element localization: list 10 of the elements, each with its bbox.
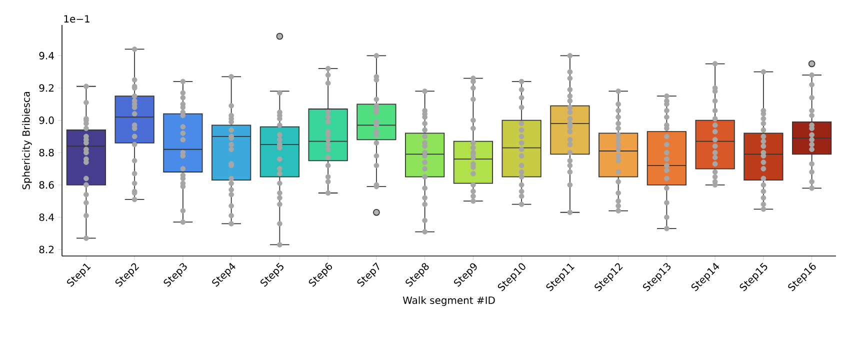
y-tick-label: 8.2 [39, 246, 54, 254]
y-axis-title: Sphericity Bribiesca [22, 92, 32, 190]
y-tick-label: 8.6 [39, 181, 54, 189]
text: 1e−1 [64, 15, 90, 23]
y-tick-label: 8.4 [39, 213, 54, 221]
y-tick-label: 9.0 [39, 116, 54, 124]
y-tick-label: 9.4 [39, 52, 54, 60]
y-tick-label: 9.2 [39, 84, 54, 92]
y-tick-label: 8.8 [39, 148, 54, 156]
x-axis-title: Walk segment #ID [402, 296, 495, 306]
